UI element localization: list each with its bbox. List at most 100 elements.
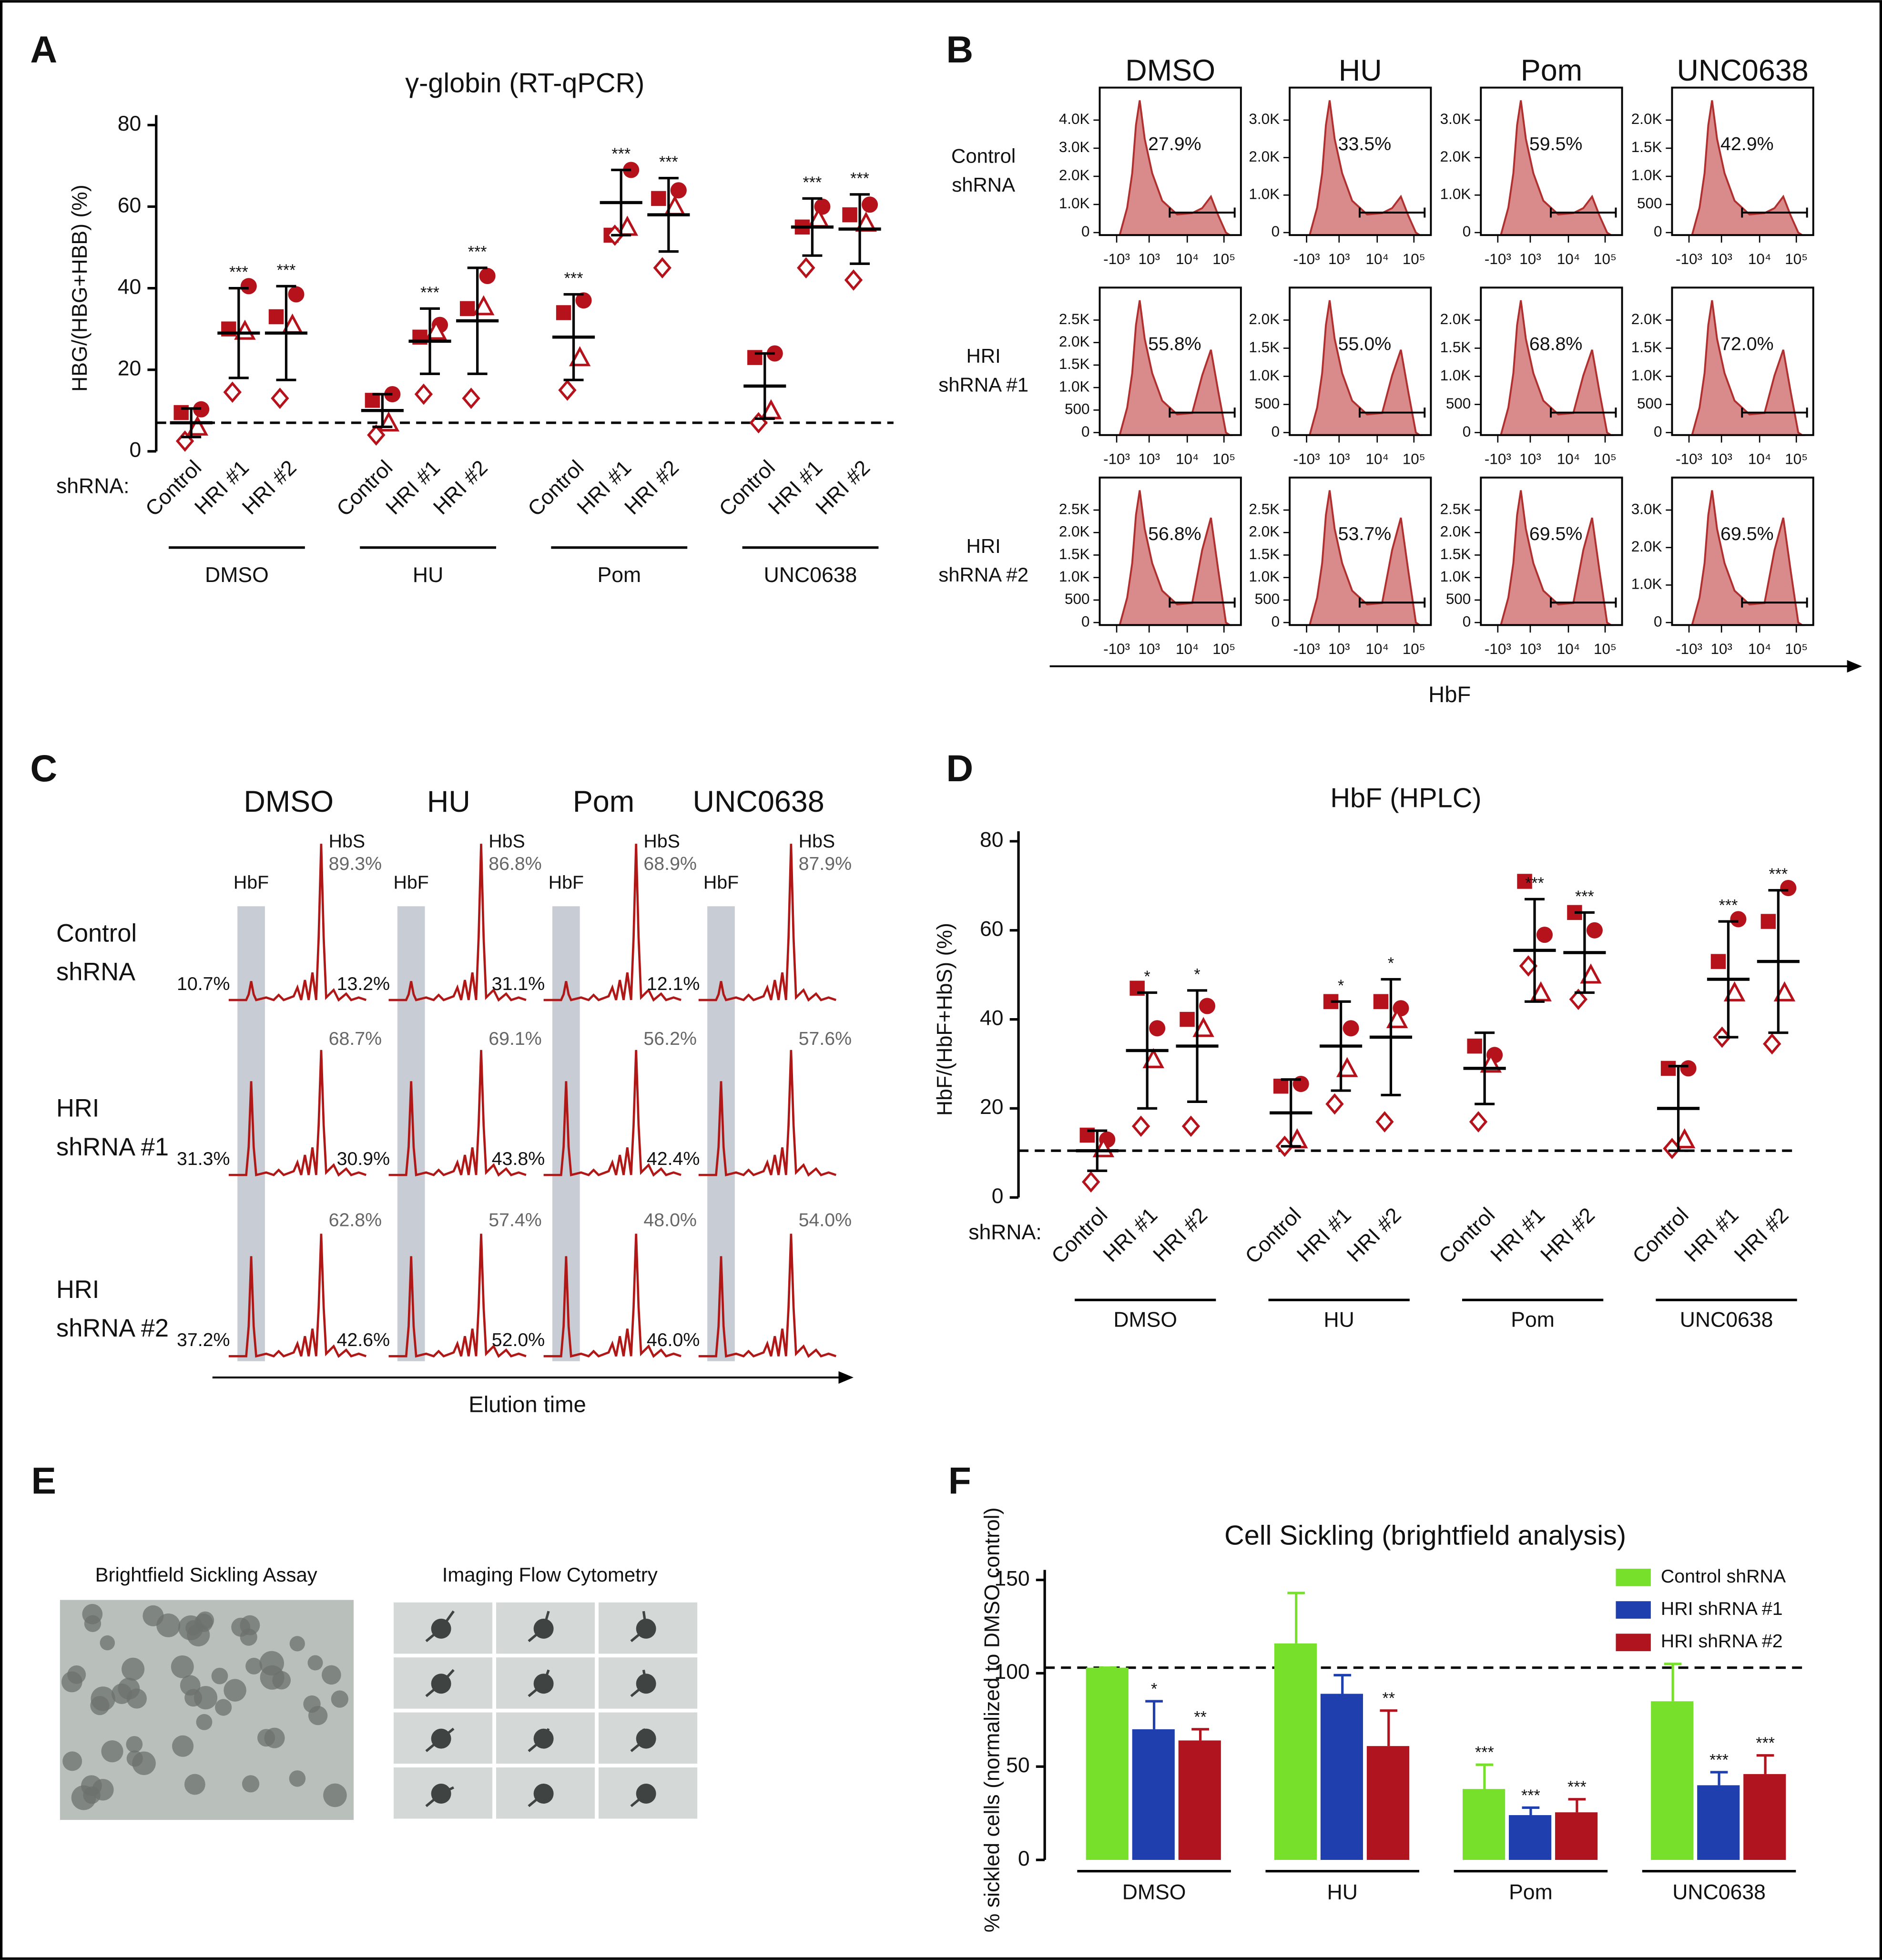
bar <box>1366 1746 1410 1860</box>
y-tick-label: 2.0K <box>1059 523 1090 540</box>
row-label: shRNA #2 <box>938 563 1028 586</box>
group-label: DMSO <box>205 563 269 587</box>
y-tick-label: 100 <box>994 1660 1029 1684</box>
significance: *** <box>1769 865 1788 883</box>
y-tick-label: 500 <box>1637 195 1662 212</box>
hbs-percent: 48.0% <box>643 1209 697 1230</box>
gate-percent: 33.5% <box>1338 133 1392 154</box>
cell-spike <box>528 1728 550 1752</box>
cell-spike <box>630 1786 648 1807</box>
group-label: UNC0638 <box>1672 1881 1766 1904</box>
x-tick-label: 10⁵ <box>1785 251 1808 267</box>
y-tick-label: 1.0K <box>1059 568 1090 585</box>
dot-diamond <box>1081 1171 1100 1193</box>
chromatogram <box>698 844 836 1002</box>
row-label: shRNA #1 <box>938 374 1028 396</box>
dot-diamond <box>223 381 242 403</box>
image-title: Brightfield Sickling Assay <box>95 1563 317 1586</box>
hbf-window <box>707 906 735 1361</box>
chromatogram <box>228 1050 367 1177</box>
y-tick-label: 0 <box>1463 223 1471 240</box>
row-label: HRI <box>966 535 1001 557</box>
plot-frame <box>1289 86 1432 236</box>
group-label: DMSO <box>1113 1308 1177 1332</box>
dot-diamond <box>1325 1093 1344 1115</box>
x-tick-label: 10⁴ <box>1748 450 1771 467</box>
y-tick-label: 0 <box>1272 423 1280 440</box>
significance: *** <box>1521 1786 1540 1805</box>
significance: *** <box>564 269 583 287</box>
cell <box>260 1665 285 1690</box>
hbf-label: HbF <box>234 872 269 893</box>
bar <box>1086 1667 1129 1860</box>
x-tick-label: 10³ <box>1138 251 1160 267</box>
dot-diamond <box>1763 1033 1781 1055</box>
arrow-head <box>1847 660 1862 673</box>
dot-diamond <box>1469 1111 1488 1133</box>
bar <box>1509 1815 1552 1860</box>
legend-swatch <box>1616 1633 1651 1652</box>
bar <box>1697 1785 1740 1860</box>
x-tick-label: 10³ <box>1328 251 1350 267</box>
y-tick-label: 2.0K <box>1440 148 1471 165</box>
legend-swatch <box>1616 1601 1651 1619</box>
y-tick-label: 0 <box>1654 423 1662 440</box>
hbf-label: HbF <box>394 872 429 893</box>
cell <box>257 1729 275 1747</box>
y-tick-label: 0 <box>1081 613 1090 630</box>
y-tick-label: 2.5K <box>1059 311 1090 327</box>
significance: *** <box>1709 1751 1729 1769</box>
gate-percent: 42.9% <box>1720 133 1774 154</box>
row-label: shRNA #1 <box>56 1133 169 1161</box>
dot-square <box>1373 994 1389 1009</box>
plot-frame <box>1480 286 1623 436</box>
y-tick-label: 0 <box>992 1184 1004 1208</box>
panel-letter: C <box>30 747 57 789</box>
image-title: Imaging Flow Cytometry <box>442 1563 658 1586</box>
dot-square <box>556 305 571 320</box>
hbf-percent: 31.3% <box>177 1148 230 1169</box>
dot-circle <box>1586 922 1603 939</box>
hbs-percent: 56.2% <box>643 1028 697 1049</box>
cell-spike <box>425 1727 455 1752</box>
x-tick-label: 10⁵ <box>1212 641 1235 657</box>
cell <box>101 1740 123 1763</box>
bar <box>1462 1789 1506 1860</box>
significance: ** <box>1382 1689 1395 1707</box>
cell <box>180 1675 201 1696</box>
cell <box>184 1774 205 1795</box>
x-tick-label: 10⁴ <box>1176 450 1199 467</box>
dot-triangle <box>1386 1008 1408 1028</box>
y-tick-label: 3.0K <box>1249 111 1280 127</box>
significance: * <box>1151 1680 1157 1698</box>
cell-spike <box>425 1610 455 1643</box>
bar <box>1132 1729 1175 1860</box>
panel-letter: A <box>30 29 57 71</box>
chromatogram <box>543 1050 682 1177</box>
row-label: Control <box>951 145 1016 167</box>
cell <box>194 1613 213 1632</box>
group-label: HU <box>1327 1881 1358 1904</box>
cell-spike <box>425 1786 455 1807</box>
chart-title: HbF (HPLC) <box>1330 783 1481 814</box>
panel-letter: D <box>946 747 973 789</box>
x-tick-label: 10³ <box>1710 450 1732 467</box>
dot-circle <box>1149 1020 1166 1037</box>
row-label: shRNA <box>56 959 135 986</box>
cell <box>245 1657 263 1674</box>
y-tick-label: 80 <box>980 828 1004 852</box>
cell <box>118 1677 140 1700</box>
row-label: shRNA <box>952 174 1015 196</box>
cell <box>331 1690 349 1708</box>
x-tick-label: 10⁵ <box>1403 450 1425 467</box>
y-tick-label: 2.0K <box>1440 311 1471 327</box>
dot-diamond <box>414 383 433 405</box>
plot-frame <box>1480 476 1623 626</box>
y-tick-label: 1.5K <box>1631 339 1662 356</box>
hbf-percent: 12.1% <box>647 973 700 994</box>
plot-frame <box>1099 286 1242 436</box>
x-tick-label: -10³ <box>1293 450 1320 467</box>
dot-diamond <box>844 269 863 291</box>
y-tick-label: 1.0K <box>1059 378 1090 395</box>
row-label: shRNA: <box>968 1221 1042 1244</box>
